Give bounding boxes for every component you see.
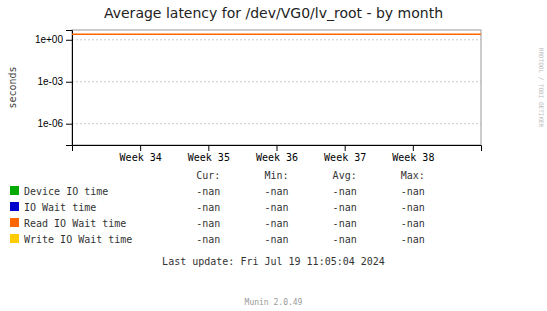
x-tick: Week 36 [256, 145, 298, 163]
legend-label: Device IO time [24, 186, 108, 197]
table-cell: -nan [264, 218, 288, 229]
credit: Munin 2.0.49 [245, 298, 303, 307]
legend-label: IO Wait time [24, 202, 96, 213]
x-tick: Week 38 [392, 145, 434, 163]
x-tick-mark [277, 145, 278, 151]
grid-line [72, 39, 481, 40]
table-cell: -nan [333, 186, 357, 197]
x-tick-label: Week 35 [188, 152, 230, 163]
table-cell: -nan [196, 234, 220, 245]
y-tick-label: 1e-03 [37, 76, 63, 87]
plot: 1e-061e-031e+00Week 34Week 35Week 36Week… [35, 30, 482, 163]
table-cell: -nan [333, 218, 357, 229]
grid-line [72, 123, 481, 124]
table-cell: -nan [401, 186, 425, 197]
table-header: Min: [264, 170, 288, 181]
x-tick-label: Week 37 [324, 152, 366, 163]
table-cell: -nan [401, 234, 425, 245]
footer: Last update: Fri Jul 19 11:05:04 2024 [162, 256, 385, 267]
legend-swatch [10, 186, 19, 195]
x-tick-mark [140, 145, 141, 151]
table-header: Avg: [333, 170, 357, 181]
y-axis: 1e-06 1e-03 1e+00 [35, 31, 73, 146]
y-axis-line [66, 31, 73, 146]
x-axis-line [73, 146, 482, 152]
x-tick: Week 37 [324, 145, 366, 163]
table-cell: -nan [196, 186, 220, 197]
legend-label: Read IO Wait time [24, 218, 126, 229]
table-cell: -nan [196, 218, 220, 229]
grid-line [72, 81, 481, 82]
table-cell: -nan [333, 234, 357, 245]
table-cell: -nan [264, 234, 288, 245]
y-tick: 1e+00 [35, 34, 72, 45]
table-cell: -nan [401, 202, 425, 213]
legend-label: Write IO Wait time [24, 234, 132, 245]
x-tick: Week 34 [120, 145, 162, 163]
watermark: RRDTOOL / TOBI OETIKER [538, 48, 545, 128]
x-tick-label: Week 36 [256, 152, 298, 163]
y-tick-label: 1e+00 [35, 34, 64, 45]
table-cell: -nan [264, 186, 288, 197]
table-cell: -nan [333, 202, 357, 213]
table-cell: -nan [401, 218, 425, 229]
y-tick: 1e-06 [37, 118, 72, 129]
y-tick: 1e-03 [37, 76, 72, 87]
y-tick-mark [66, 124, 72, 125]
plot-frame [72, 30, 481, 145]
legend-swatch [10, 218, 19, 227]
table-header: Cur: [196, 170, 220, 181]
legend-swatch [10, 202, 19, 211]
legend: Cur: Min: Avg: Max: Device IO time -nan -nan -n… [10, 170, 425, 245]
y-axis-title: seconds [7, 66, 18, 108]
chart: Average latency for /dev/VG0/lv_root - b… [0, 0, 547, 311]
x-tick-mark [345, 145, 346, 151]
x-tick: Week 35 [188, 145, 230, 163]
table-cell: -nan [264, 202, 288, 213]
x-tick-mark [413, 145, 414, 151]
table-header: Max: [401, 170, 425, 181]
y-tick-label: 1e-06 [37, 118, 63, 129]
x-tick-label: Week 34 [120, 152, 162, 163]
x-tick-mark [208, 145, 209, 151]
legend-swatch [10, 234, 19, 243]
y-tick-mark [66, 40, 72, 41]
y-tick-mark [66, 82, 72, 83]
grid [72, 40, 481, 124]
title: Average latency for /dev/VG0/lv_root - b… [104, 5, 443, 21]
table-cell: -nan [196, 202, 220, 213]
horizontal-line [72, 33, 481, 35]
marks [72, 34, 481, 35]
x-axis: Week 34 Week 35 Week 36 Week 37 Week 38 [73, 145, 482, 163]
x-tick-label: Week 38 [392, 152, 434, 163]
